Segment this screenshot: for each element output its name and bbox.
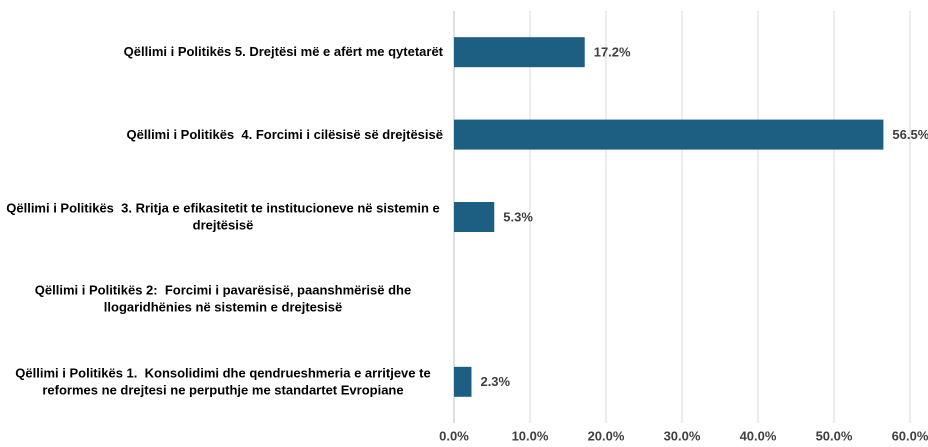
bar [454,119,884,150]
category-label-box: Qëllimi i Politikës 3. Rritja e efikasit… [3,200,443,235]
data-label: 56.5% [892,127,928,142]
y-tick-label: Qëllimi i Politikës 4. Forcimi i cilësis… [126,126,444,142]
x-tick-label: 30.0% [664,428,701,443]
x-tick-label: 0.0% [439,428,469,443]
category-label-box: Qëllimi i Politikës 5. Drejtësi më e afë… [3,43,443,61]
data-label: 2.3% [480,374,510,389]
category-label-box: Qëllimi i Politikës 4. Forcimi i cilësis… [3,126,444,144]
data-label: 17.2% [594,45,631,60]
x-tick-label: 10.0% [512,428,549,443]
y-tick-label: Qëllimi i Politikës 3. Rritja e efikasit… [6,200,444,233]
y-tick-label: Qëllimi i Politikës 1. Konsolidimi dhe q… [15,365,435,398]
bar [454,366,472,397]
x-tick-label: 50.0% [816,428,853,443]
bar [454,37,585,68]
x-tick-label: 40.0% [740,428,777,443]
category-label-box: Qëllimi i Politikës 2: Forcimi i pavarës… [3,282,443,317]
category-label-box: Qëllimi i Politikës 1. Konsolidimi dhe q… [3,364,443,399]
y-tick-label: Qëllimi i Politikës 2: Forcimi i pavarës… [34,282,415,315]
bar [454,202,495,232]
x-tick-label: 60.0% [892,428,928,443]
x-tick-label: 20.0% [588,428,625,443]
y-tick-label: Qëllimi i Politikës 5. Drejtësi më e afë… [123,44,443,60]
data-label: 5.3% [503,209,533,224]
